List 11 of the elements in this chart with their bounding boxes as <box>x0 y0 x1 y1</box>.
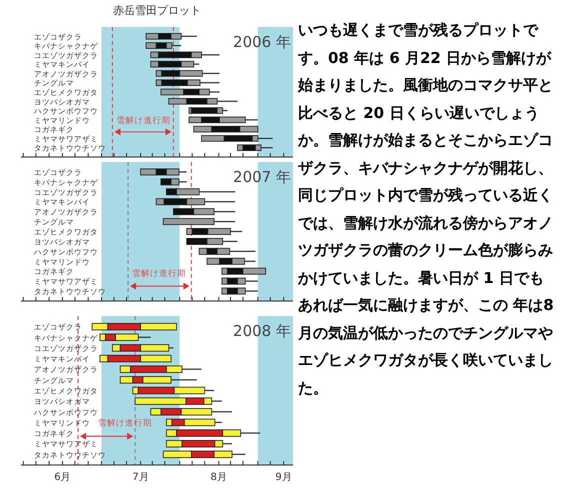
annotation: 2008 年 <box>233 322 291 340</box>
text: いつも遅くまで雪が残るプロットです。08 年は 6 月22 日から雪解けが始まりました。風衝地のコマクサ平と比べると 20 日くらい遅いでしょうか。雪解けが始まるとそこからエゾコザクラ、キバナシャクナゲが開花し、同じプロット内で雪が残っている近くでは、雪解け水が流れる傍からアオノツガザクラの蕾のクリーム色が膨らみかけていました。暑い日が 1 日でもあれば一気に融けますが、この 年は8月の気温が低かったのでチングルマやエゾヒメクワガタが長く咲いていました。 <box>298 21 554 396</box>
x-tick-label: 6月 <box>54 472 71 483</box>
annotation: 2007 年 <box>233 168 291 186</box>
annotation: 2006 年 <box>233 33 291 51</box>
x-tick-label: 9月 <box>275 472 292 483</box>
annotation: 雪解け進行期 <box>132 268 186 280</box>
annotation: 雪解け進行期 <box>116 114 170 126</box>
chart-title: 赤岳雪田プロット <box>113 4 201 17</box>
x-tick-label: 7月 <box>132 472 149 483</box>
x-tick-label: 8月 <box>210 472 227 483</box>
